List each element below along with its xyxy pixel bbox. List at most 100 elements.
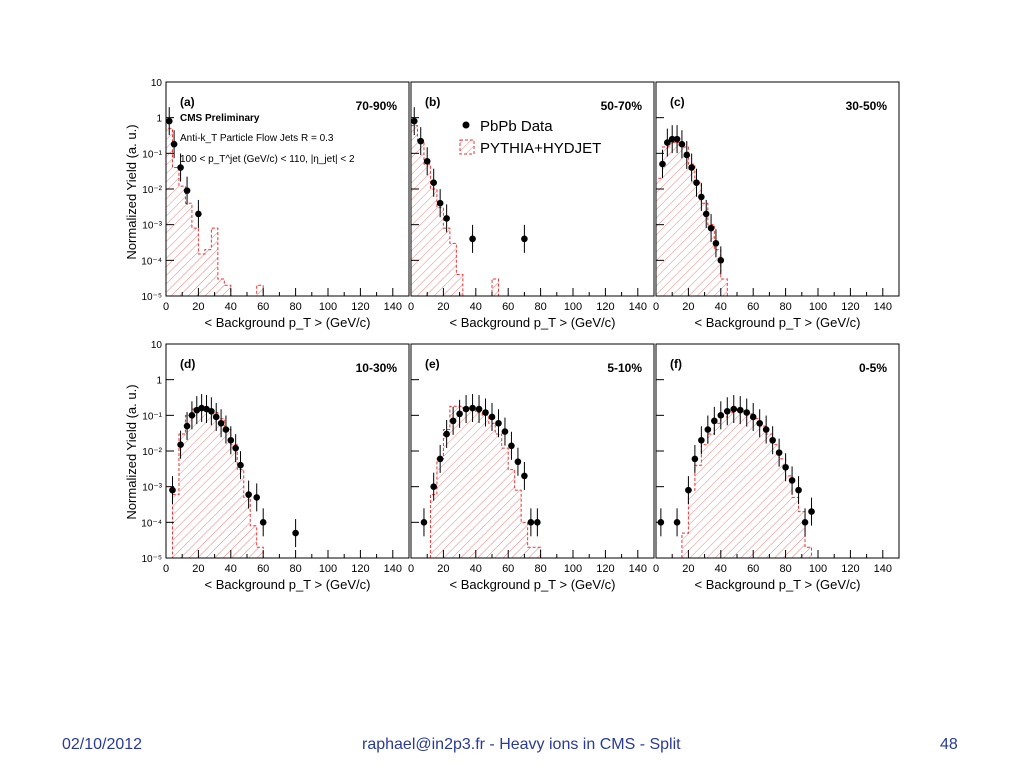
- y-tick-label: 10⁻¹: [142, 149, 162, 160]
- panel-a: 0 20 40 60 80 100 120 140 10⁻⁵ 10⁻⁴ 10⁻³ 10⁻² 10⁻¹ 1 1…: [141, 78, 410, 330]
- data-point: [711, 417, 718, 425]
- panel-tag: (e): [425, 357, 440, 371]
- data-point: [808, 508, 815, 515]
- data-point: [683, 151, 691, 159]
- data-point: [717, 257, 725, 264]
- data-point: [521, 235, 528, 243]
- data-point: [227, 436, 235, 444]
- data-point: [730, 405, 738, 413]
- y-tick-label: 1: [156, 376, 162, 387]
- data-point: [712, 240, 720, 247]
- data-point: [245, 491, 252, 498]
- x-tick-label: 80: [534, 301, 546, 313]
- jet-algorithm-label: Anti-k_T Particle Flow Jets R = 0.3: [180, 133, 334, 144]
- chart-panels: 0 20 40 60 80 100 120 14010⁻⁵10⁻⁴10⁻³10⁻²10⁻¹11…: [141, 78, 900, 592]
- legend-data-label: PbPb Data: [480, 118, 553, 135]
- data-point: [534, 519, 541, 526]
- x-tick-label: 120: [841, 563, 859, 575]
- y-tick-label: 10⁻³: [142, 221, 162, 232]
- panel-centrality: 70-90%: [356, 99, 398, 113]
- panel-f: 0 20 40 60 80 100 120 140 < Background p_T > (Ge…: [653, 343, 900, 592]
- data-point: [521, 472, 528, 480]
- data-point: [801, 519, 809, 526]
- x-tick-label: 100: [319, 301, 337, 313]
- x-tick-label: 100: [319, 563, 337, 575]
- data-point: [668, 135, 676, 143]
- x-tick-label: 0: [408, 301, 414, 313]
- data-point: [449, 417, 457, 425]
- x-tick-label: 120: [841, 301, 859, 313]
- x-tick-label: 0: [408, 563, 414, 575]
- x-tick-label: 40: [225, 563, 237, 575]
- panel-centrality: 50-70%: [601, 99, 643, 113]
- data-point: [749, 413, 757, 421]
- kinematic-cuts-label: 100 < p_T^jet (GeV/c) < 110, |η_jet| < 2: [180, 154, 355, 165]
- data-point: [188, 412, 196, 419]
- data-point: [756, 419, 763, 427]
- legend: PbPb Data PYTHIA+HYDJET: [459, 118, 601, 157]
- data-point: [693, 179, 700, 187]
- legend-mc-label: PYTHIA+HYDJET: [480, 140, 601, 157]
- data-point: [514, 458, 522, 466]
- x-tick-label: 40: [715, 301, 727, 313]
- y-tick-label: 10⁻³: [142, 483, 162, 494]
- data-point: [782, 463, 789, 471]
- x-tick-label: 140: [874, 301, 892, 313]
- data-point: [678, 140, 686, 148]
- data-point: [527, 519, 535, 526]
- data-point: [232, 444, 239, 452]
- data-point: [788, 477, 796, 484]
- x-tick-label: 80: [289, 563, 301, 575]
- data-point: [698, 436, 705, 444]
- x-axis-title: < Background p_T > (GeV/c): [695, 577, 861, 592]
- data-point: [259, 519, 267, 526]
- data-point: [688, 164, 695, 171]
- x-tick-label: 140: [874, 563, 892, 575]
- data-point: [664, 139, 671, 146]
- figure: Normalized Yield (a. u.) Normalized Yiel…: [124, 78, 900, 592]
- data-point: [775, 449, 783, 456]
- data-point: [762, 426, 770, 433]
- panel-centrality: 30-50%: [846, 99, 888, 113]
- data-point: [795, 486, 802, 494]
- x-tick-label: 100: [809, 563, 827, 575]
- x-tick-label: 40: [470, 301, 482, 313]
- data-point: [430, 179, 437, 187]
- x-axis-title: < Background p_T > (GeV/c): [450, 577, 616, 592]
- x-tick-label: 100: [564, 563, 582, 575]
- data-point: [501, 428, 509, 435]
- footer-page-number: 48: [940, 736, 958, 753]
- data-point: [436, 199, 444, 207]
- panel-tag: (c): [670, 95, 685, 109]
- panel-e: 0 20 40 60 80 100 120 140 < Background p_T > (Ge…: [408, 343, 655, 592]
- data-point: [292, 529, 299, 537]
- x-tick-label: 100: [809, 301, 827, 313]
- x-tick-label: 60: [502, 301, 514, 313]
- data-point: [659, 160, 666, 168]
- x-tick-label: 80: [779, 301, 791, 313]
- x-tick-label: 20: [437, 563, 449, 575]
- data-point: [769, 436, 776, 444]
- y-tick-label: 10⁻⁵: [141, 554, 162, 565]
- data-point: [723, 407, 731, 415]
- data-point: [443, 430, 450, 438]
- x-tick-label: 40: [225, 301, 237, 313]
- data-point: [508, 442, 515, 450]
- legend-data-marker: [462, 121, 470, 129]
- mc-histogram: [655, 142, 728, 296]
- data-point: [253, 494, 261, 501]
- x-tick-label: 80: [779, 563, 791, 575]
- legend-mc-swatch: [459, 139, 475, 155]
- x-tick-label: 140: [384, 563, 402, 575]
- x-tick-label: 60: [747, 563, 759, 575]
- data-point: [183, 187, 191, 194]
- panel-b: 0 20 40 60 80 100 120 140 < Background p_T > (Ge…: [408, 81, 655, 330]
- data-point: [237, 461, 244, 469]
- mc-histogram: [166, 407, 264, 559]
- annotations: CMS Preliminary Anti-k_T Particle Flow J…: [180, 113, 355, 165]
- x-tick-label: 60: [257, 563, 269, 575]
- panel-tag: (f): [670, 357, 682, 371]
- data-point: [177, 164, 184, 171]
- data-point: [443, 215, 450, 222]
- data-point: [673, 519, 681, 526]
